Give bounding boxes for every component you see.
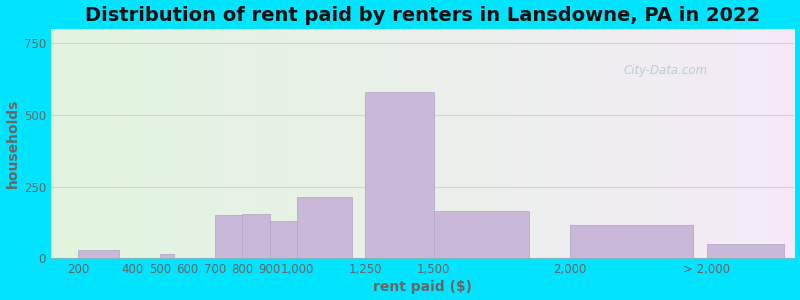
Y-axis label: households: households bbox=[6, 99, 19, 188]
Bar bbox=[707, 244, 783, 258]
Bar bbox=[160, 254, 174, 258]
Title: Distribution of rent paid by renters in Lansdowne, PA in 2022: Distribution of rent paid by renters in … bbox=[85, 6, 760, 25]
X-axis label: rent paid ($): rent paid ($) bbox=[373, 280, 472, 294]
Bar bbox=[78, 250, 119, 258]
Bar bbox=[366, 92, 434, 258]
Bar bbox=[270, 221, 297, 258]
Text: City-Data.com: City-Data.com bbox=[623, 64, 707, 77]
Bar bbox=[215, 215, 242, 258]
Bar bbox=[242, 214, 270, 258]
Bar bbox=[297, 197, 351, 258]
Bar bbox=[434, 211, 530, 258]
Bar bbox=[570, 225, 694, 258]
